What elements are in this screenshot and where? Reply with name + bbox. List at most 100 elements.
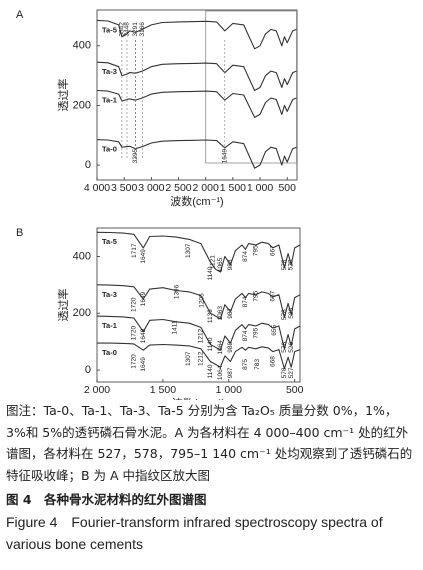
peak-label: 874 (242, 251, 249, 262)
peak-label: 3166 (139, 22, 146, 37)
peak-label: 1063 (217, 306, 224, 321)
peak-label: 1720 (131, 326, 138, 341)
x-axis-label: 波数(cm⁻¹) (170, 195, 223, 208)
peak-label: 1121 (210, 255, 217, 269)
x-axis-label: 波数(cm⁻¹) (172, 397, 225, 400)
spectrum-line (96, 315, 301, 351)
series-label: Ta-5 (102, 237, 117, 246)
peak-label: 1205 (199, 293, 206, 308)
caption-title-en: Figure 4 Fourier-transform infrared spec… (6, 513, 383, 552)
peak-label: 874 (242, 296, 249, 307)
peak-label: 795 (253, 245, 260, 256)
peak-label: 988 (227, 342, 234, 353)
x-tick-label: 500 (278, 182, 296, 194)
peak-label: 578 (281, 342, 288, 353)
peak-label: 578 (281, 259, 288, 270)
peak-label: 1649 (140, 328, 147, 343)
peak-label: 1140 (207, 266, 214, 280)
peak-label: 1212 (198, 351, 205, 366)
panel-label: B (16, 227, 23, 239)
series-label: Ta-3 (102, 290, 117, 299)
spectrum-line (96, 231, 301, 273)
y-tick-label: 200 (73, 307, 91, 319)
peak-label: 3542 (119, 22, 126, 37)
peak-label: 1720 (131, 297, 138, 312)
peak-label: 1649 (140, 249, 147, 264)
peak-label: 3295 (132, 149, 139, 164)
x-tick-label: 3 000 (138, 182, 164, 194)
peak-label: 875 (242, 359, 249, 370)
peak-label: 783 (254, 359, 261, 370)
peak-label: 795 (253, 290, 260, 301)
x-tick-label: 2 000 (193, 182, 219, 194)
caption: 图注：Ta-0、Ta-1、Ta-3、Ta-5 分别为含 Ta₂O₅ 质量分数 0… (0, 400, 423, 555)
spectrum-line (96, 19, 297, 50)
x-tick-label: 4 000 (84, 182, 110, 194)
spectrum-line (96, 284, 301, 320)
series-label: Ta-1 (102, 321, 117, 330)
peak-label: 667 (269, 245, 276, 256)
x-tick-label: 2 500 (165, 182, 191, 194)
peak-label: 578 (281, 309, 288, 320)
peak-label: 1649 (140, 357, 147, 372)
caption-note: 图注：Ta-0、Ta-1、Ta-3、Ta-5 分别为含 Ta₂O₅ 质量分数 0… (6, 403, 413, 483)
peak-label: 1307 (185, 243, 192, 258)
zoom-box (205, 10, 297, 164)
peak-label: 1396 (173, 284, 180, 299)
peak-label: 987 (227, 307, 234, 318)
peak-label: 578 (281, 367, 288, 378)
series-label: Ta-3 (102, 67, 117, 76)
peak-label: 1065 (217, 257, 224, 272)
y-tick-label: 400 (73, 40, 91, 52)
y-tick-label: 0 (85, 364, 91, 376)
spectrum-line (96, 139, 297, 169)
panel-label: A (16, 9, 24, 21)
peak-label: 1140 (207, 337, 214, 351)
caption-title-cn: 图 4 各种骨水泥材料的红外图谱图 (6, 492, 207, 507)
series-label: Ta-0 (102, 145, 117, 154)
peak-label: 667 (269, 290, 276, 301)
figure: A4 000 3 500 3 000 2 500 2 000 1 500 1 000 5000… (16, 9, 304, 400)
x-tick-label: 500 (286, 384, 304, 396)
x-tick-label: 3 500 (111, 182, 137, 194)
peak-label: 1717 (131, 243, 138, 258)
peak-label: 988 (227, 259, 234, 270)
peak-label: 1064 (217, 340, 224, 355)
series-label: Ta-5 (102, 25, 117, 34)
y-tick-label: 400 (73, 250, 91, 262)
peak-label: 655 (271, 324, 278, 335)
peak-label: 3448 (124, 22, 131, 37)
peak-label: 1720 (131, 354, 138, 369)
x-tick-label: 2 000 (84, 384, 110, 396)
peak-label: 3291 (132, 22, 139, 37)
peak-label: 1212 (198, 328, 205, 343)
peak-label: 1140 (207, 364, 214, 378)
peak-label: 795 (253, 327, 260, 338)
x-tick-label: 1 000 (247, 182, 273, 194)
peak-label: 526 (288, 342, 295, 353)
peak-label: 1649 (221, 149, 228, 164)
x-tick-label: 1 000 (216, 384, 242, 396)
series-label: Ta-0 (102, 348, 117, 357)
x-tick-label: 1 500 (220, 182, 246, 194)
peak-label: 1307 (185, 351, 192, 366)
peak-label: 1064 (217, 365, 224, 380)
spectrum-line (97, 342, 301, 370)
plot-frame (96, 227, 301, 383)
y-tick-label: 200 (73, 99, 91, 111)
plot-frame (96, 9, 298, 181)
peak-label: 668 (269, 356, 276, 367)
peak-label: 527 (288, 367, 295, 378)
y-tick-label: 0 (85, 159, 91, 171)
spectrum-line (96, 61, 297, 92)
peak-label: 987 (227, 367, 234, 378)
peak-label: 1139 (207, 309, 214, 323)
y-axis-label: 透过率 (56, 79, 70, 112)
x-tick-label: 1 500 (150, 384, 176, 396)
series-label: Ta-1 (102, 96, 117, 105)
spectrum-line (96, 89, 297, 118)
peak-label: 528 (288, 259, 295, 270)
y-axis-label: 透过率 (56, 289, 70, 322)
peak-label: 1649 (140, 291, 147, 306)
